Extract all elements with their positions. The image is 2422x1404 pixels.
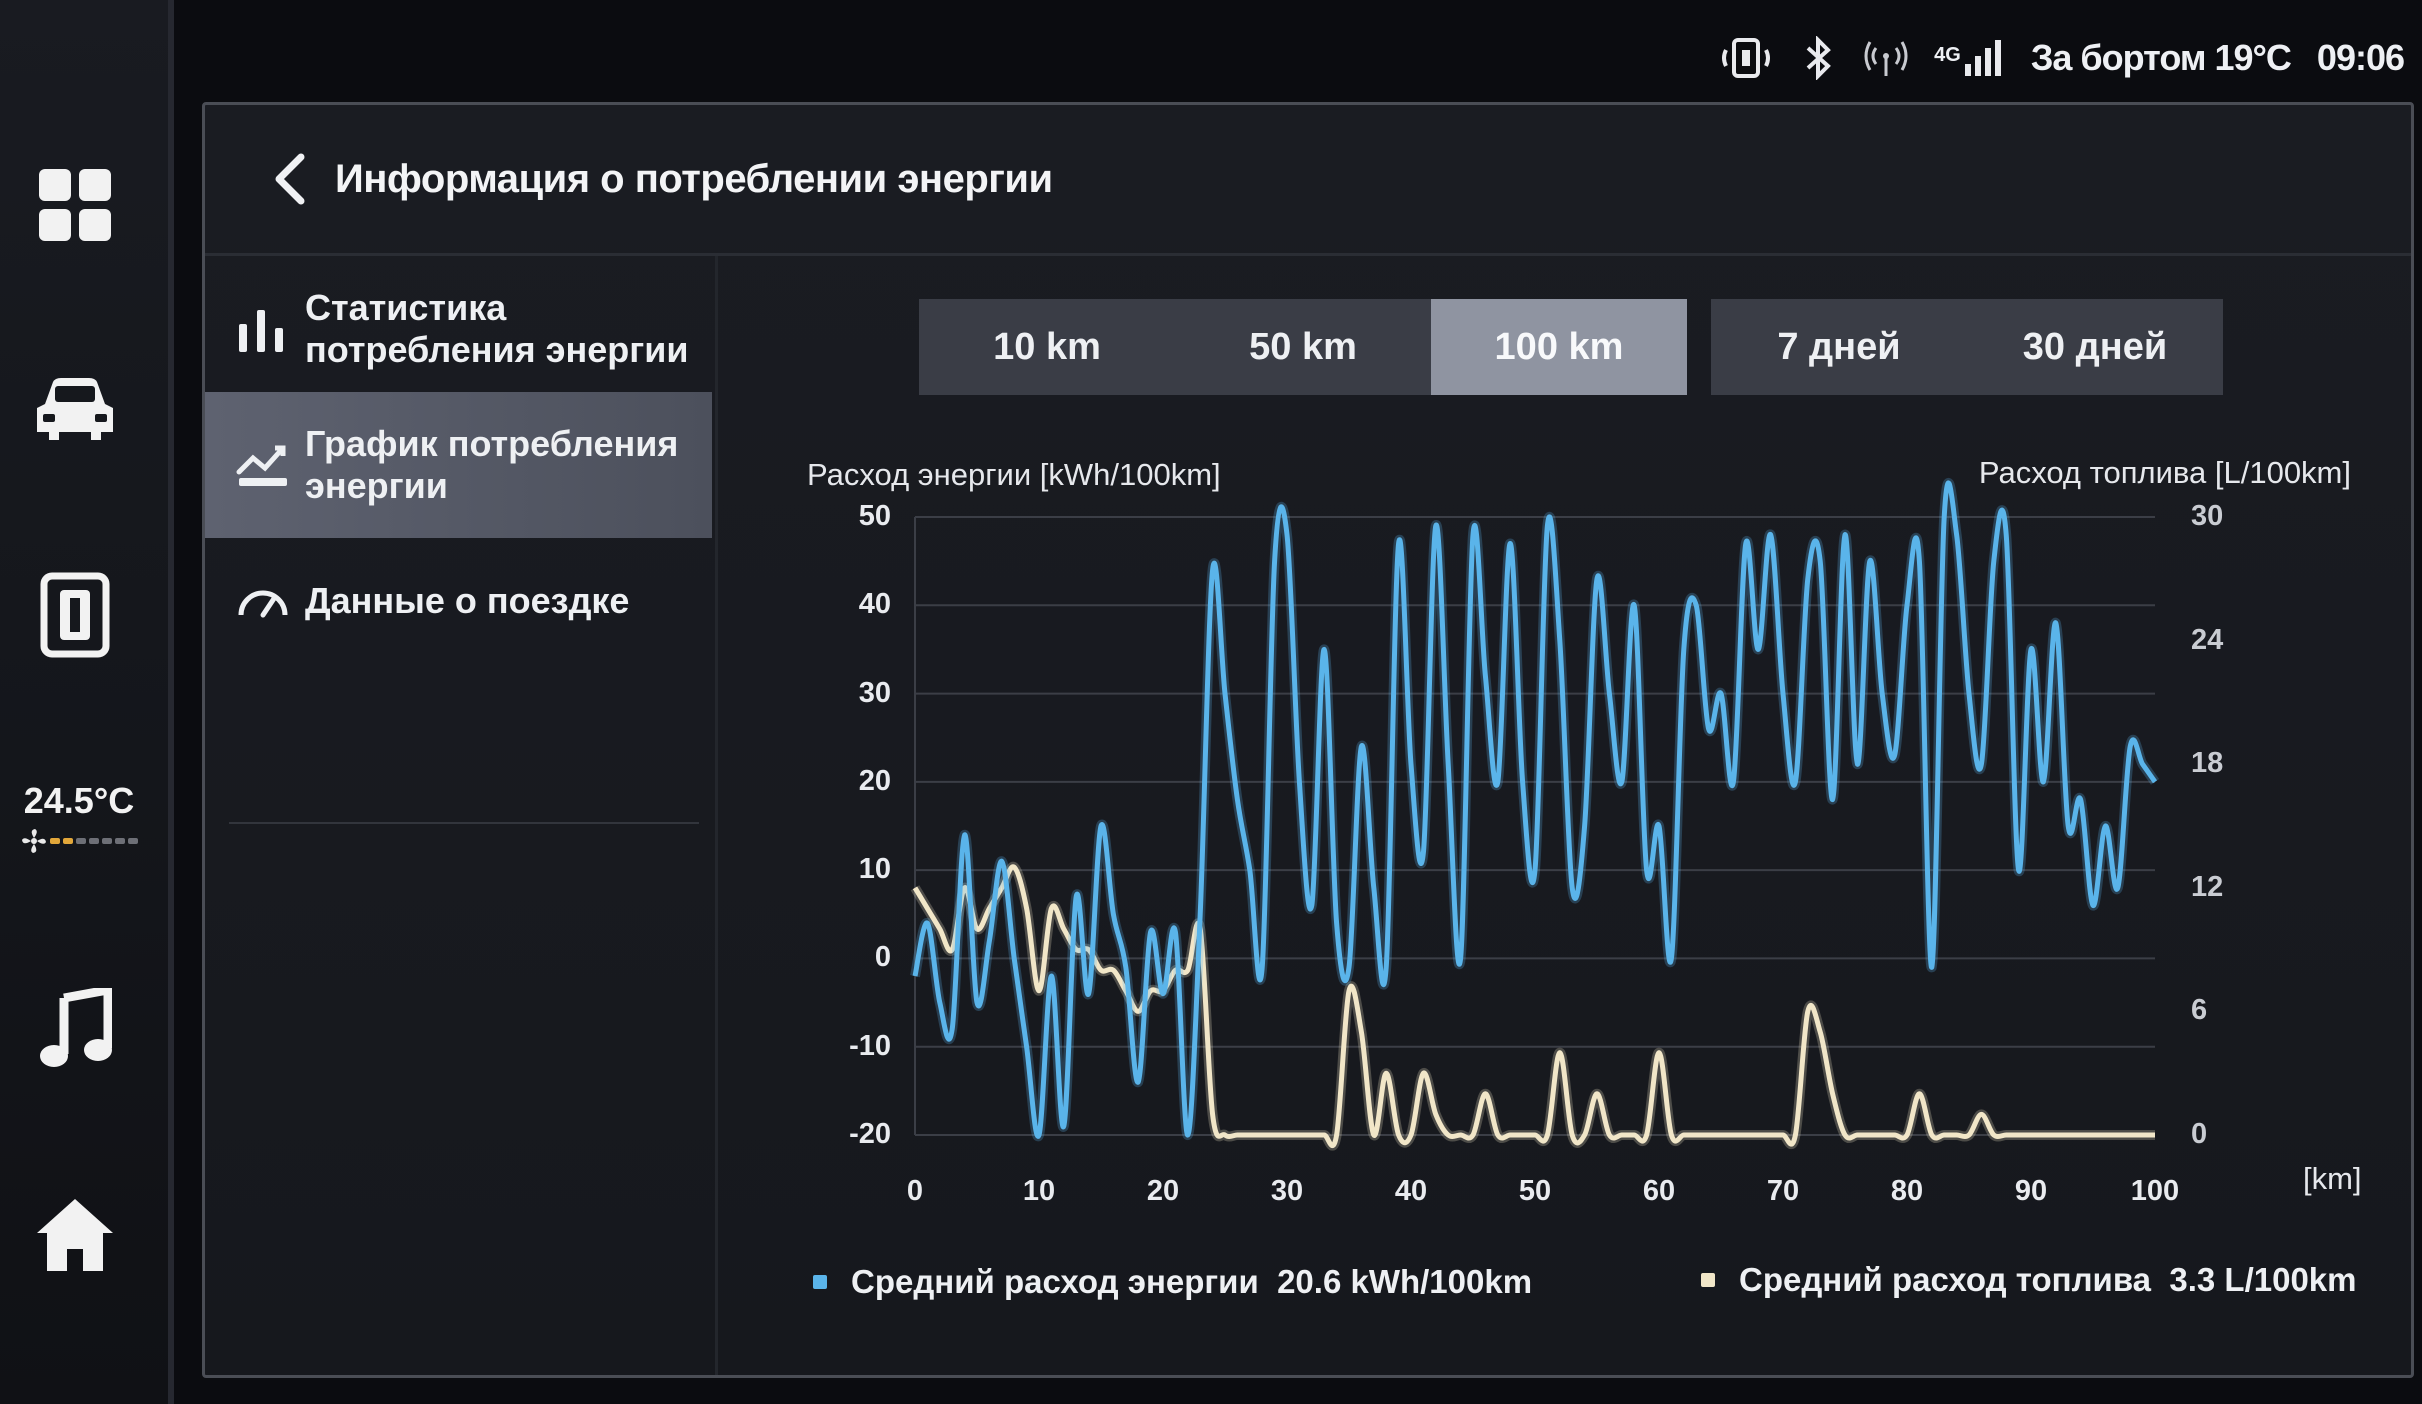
legend-energy: Средний расход энергии 20.6 kWh/100km (813, 1263, 1532, 1301)
bluetooth-icon (1806, 36, 1832, 80)
y-left-tick-label: -20 (849, 1118, 891, 1150)
side-menu: Статистика потребления энергии График по… (205, 256, 718, 1375)
y-left-tick-label: 20 (858, 764, 891, 797)
clock: 09:06 (2316, 37, 2405, 78)
menu-item-trip-data[interactable]: Данные о поездке (205, 552, 712, 650)
tab-100km[interactable]: 100 km (1431, 299, 1687, 395)
legend-swatch-fuel (1701, 1273, 1715, 1287)
x-tick-label: 80 (1890, 1175, 1924, 1207)
phone-projection-icon (1722, 38, 1771, 78)
status-bar: 4G За бортом 19°C 09:06 (1722, 28, 2405, 88)
x-tick-label: 50 (1518, 1175, 1552, 1207)
header: Информация о потреблении энергии (205, 105, 2411, 256)
phone-card-icon[interactable] (0, 560, 150, 670)
menu-item-label: Статистика потребления энергии (305, 287, 689, 370)
car-icon[interactable] (0, 360, 150, 460)
page-title: Информация о потреблении энергии (335, 156, 1053, 201)
cabin-climate[interactable]: 24.5°C (14, 780, 144, 854)
y-right-tick-label: 12 (2191, 870, 2224, 903)
back-button[interactable] (259, 149, 319, 209)
fan-icon (21, 829, 46, 853)
fuel-series-line (912, 864, 2155, 1149)
menu-item-label: График потребления энергии (305, 423, 679, 506)
y-right-tick-label: 18 (2191, 747, 2224, 780)
cabin-temp: 24.5°C (23, 780, 135, 821)
x-axis-unit: [km] (2303, 1161, 2362, 1196)
menu-divider (229, 822, 699, 824)
network-type: 4G (1934, 44, 1961, 66)
menu-item-statistics[interactable]: Статистика потребления энергии (205, 270, 712, 388)
music-note-icon[interactable] (0, 975, 150, 1085)
legend-energy-label: Средний расход энергии 20.6 kWh/100km (851, 1263, 1533, 1300)
y-left-tick-label: 40 (858, 588, 891, 621)
menu-item-label: Данные о поездке (305, 580, 630, 621)
right-axis-title: Расход топлива [L/100km] (1978, 455, 2351, 490)
legend-fuel-label: Средний расход топлива 3.3 L/100km (1739, 1261, 2357, 1298)
energy-info-panel: Информация о потреблении энергии Статист… (202, 102, 2414, 1378)
bar-chart-icon (239, 310, 283, 352)
energy-series-glow (910, 478, 2160, 1142)
wireless-icon (1864, 41, 1908, 76)
x-tick-label: 60 (1642, 1175, 1676, 1207)
distance-tabs: 10 km 50 km 100 km (919, 299, 1687, 395)
apps-grid-icon[interactable] (0, 150, 150, 260)
x-tick-label: 70 (1766, 1175, 1800, 1207)
cellular-signal: 4G (1934, 40, 2005, 76)
line-chart-icon (236, 445, 287, 486)
home-icon[interactable] (0, 1180, 150, 1290)
left-axis-title: Расход энергии [kWh/100km] (807, 457, 1221, 492)
y-right-tick-label: 24 (2191, 623, 2224, 656)
gauge-icon (238, 590, 288, 618)
energy-series-line (912, 480, 2158, 1139)
y-left-tick-label: 0 (874, 941, 891, 974)
y-left-tick-label: 30 (858, 676, 891, 709)
period-tabs: 7 дней 30 дней (1711, 299, 2223, 395)
y-right-tick-label: 30 (2191, 500, 2224, 532)
tab-30-days[interactable]: 30 дней (1967, 299, 2223, 395)
x-tick-label: 100 (2130, 1175, 2180, 1207)
fan-level-indicator (14, 828, 144, 854)
outside-temp-value: 19°C (2214, 37, 2291, 78)
y-left-tick-label: 50 (858, 500, 891, 532)
left-dock: 24.5°C (0, 0, 174, 1404)
x-tick-label: 0 (906, 1175, 924, 1207)
tab-50km[interactable]: 50 km (1175, 299, 1431, 395)
legend-fuel: Средний расход топлива 3.3 L/100km (1701, 1261, 2357, 1299)
x-tick-label: 30 (1270, 1175, 1304, 1207)
x-tick-label: 20 (1146, 1175, 1180, 1207)
x-tick-label: 40 (1394, 1175, 1428, 1207)
y-left-tick-label: 10 (858, 853, 891, 886)
outside-label: За бортом (2030, 37, 2207, 78)
y-right-tick-label: 6 (2191, 994, 2208, 1027)
x-tick-label: 90 (2014, 1175, 2048, 1207)
menu-item-graph[interactable]: График потребления энергии (205, 392, 712, 538)
x-tick-label: 10 (1022, 1175, 1056, 1207)
legend-swatch-energy (813, 1275, 827, 1289)
y-right-tick-label: 0 (2191, 1118, 2208, 1150)
tab-7-days[interactable]: 7 дней (1711, 299, 1967, 395)
outside-temperature: За бортом 19°C (2030, 37, 2292, 79)
y-left-tick-label: -10 (849, 1029, 891, 1062)
chevron-left-icon (275, 153, 305, 205)
fuel-series-glow (910, 861, 2155, 1151)
tab-10km[interactable]: 10 km (919, 299, 1175, 395)
signal-bars-icon (1964, 40, 2001, 76)
